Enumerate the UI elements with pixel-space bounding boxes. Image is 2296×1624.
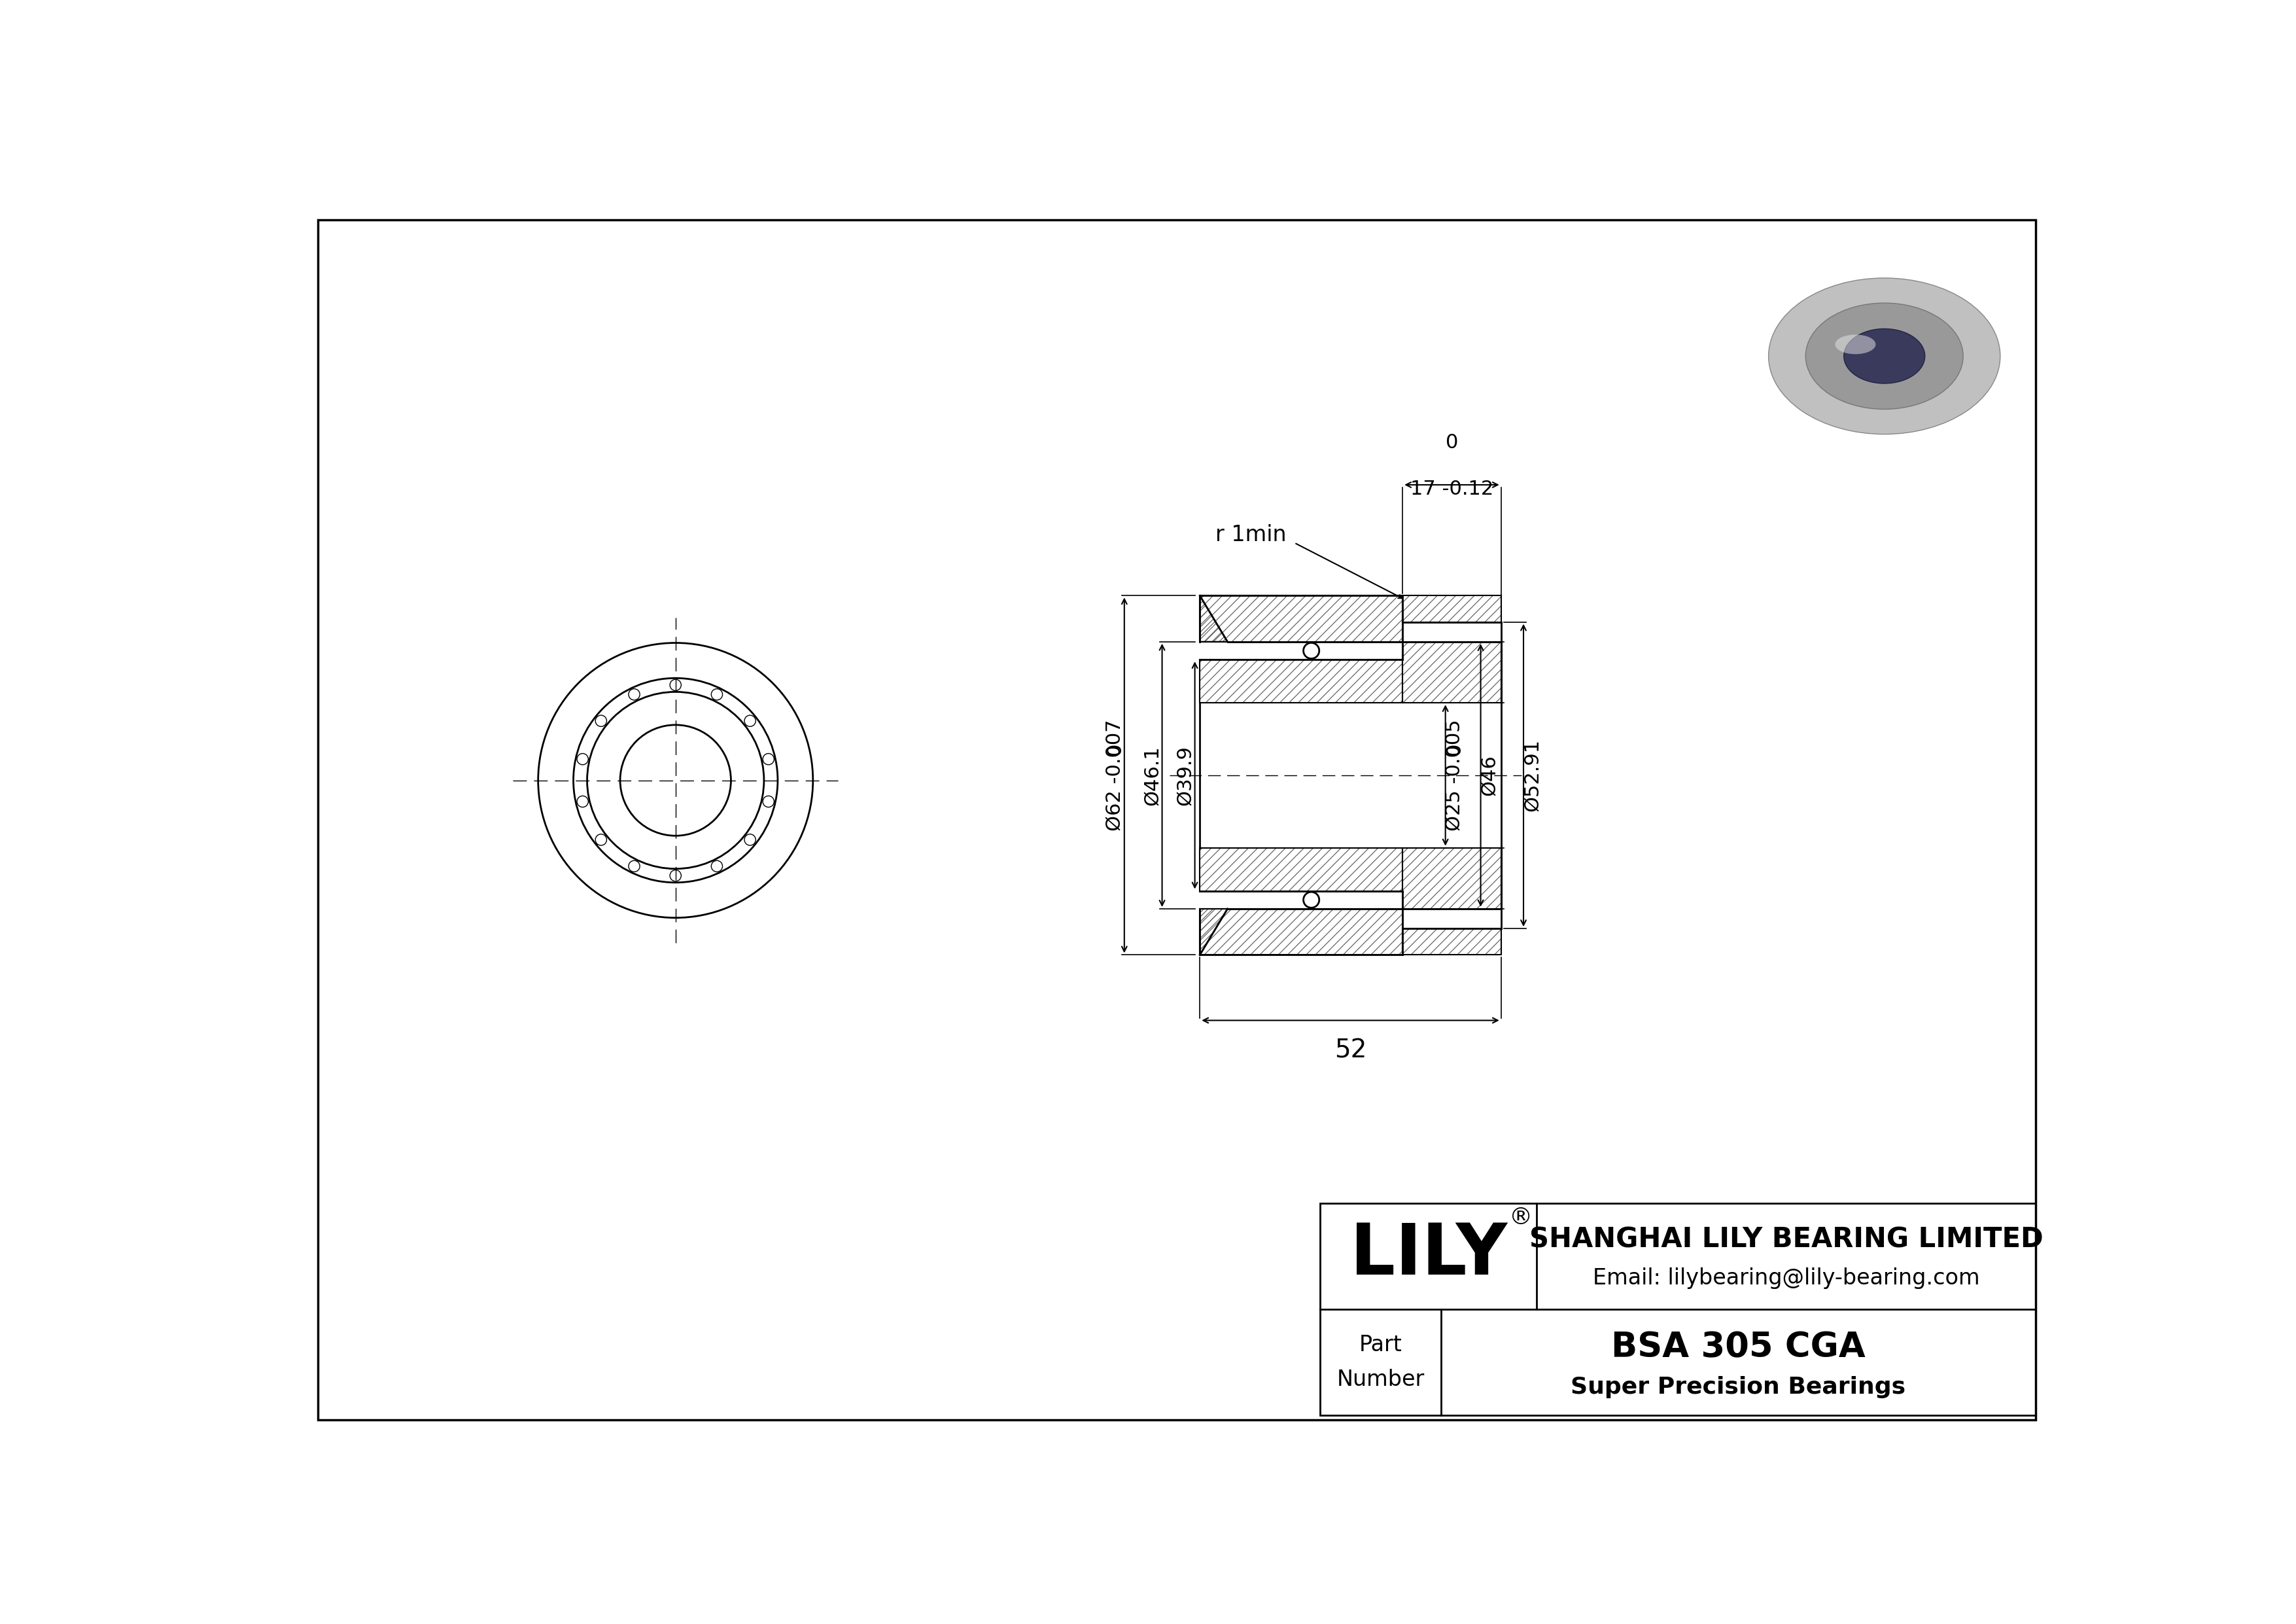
Circle shape — [1304, 892, 1320, 908]
Ellipse shape — [1768, 278, 2000, 434]
Text: BSA 305 CGA: BSA 305 CGA — [1612, 1330, 1864, 1364]
Text: Ø39.9: Ø39.9 — [1176, 745, 1196, 806]
Ellipse shape — [1779, 312, 1823, 401]
Ellipse shape — [1844, 328, 1924, 383]
Text: Ø25 -0.005: Ø25 -0.005 — [1444, 719, 1465, 831]
Text: Ø52.91: Ø52.91 — [1522, 739, 1543, 812]
Ellipse shape — [1805, 304, 1963, 409]
Text: SHANGHAI LILY BEARING LIMITED: SHANGHAI LILY BEARING LIMITED — [1529, 1226, 2043, 1254]
Ellipse shape — [1835, 335, 1876, 354]
Text: Ø46.1: Ø46.1 — [1143, 745, 1162, 806]
Circle shape — [1304, 643, 1320, 659]
Text: Super Precision Bearings: Super Precision Bearings — [1570, 1376, 1906, 1398]
Text: Ø62 -0.007: Ø62 -0.007 — [1107, 719, 1125, 831]
Text: ®: ® — [1508, 1207, 1531, 1229]
Text: 0: 0 — [1107, 742, 1125, 755]
Text: LILY: LILY — [1350, 1220, 1506, 1289]
Text: 0: 0 — [1446, 434, 1458, 451]
Text: Email: lilybearing@lily-bearing.com: Email: lilybearing@lily-bearing.com — [1593, 1267, 1979, 1289]
Bar — [1320, 1203, 2037, 1415]
Text: 52: 52 — [1334, 1038, 1366, 1062]
Text: Ø46: Ø46 — [1481, 755, 1499, 796]
Text: 0: 0 — [1444, 742, 1465, 755]
Text: 17 -0.12: 17 -0.12 — [1410, 479, 1492, 499]
Text: Part
Number: Part Number — [1336, 1333, 1424, 1390]
Text: r 1min: r 1min — [1215, 525, 1286, 546]
